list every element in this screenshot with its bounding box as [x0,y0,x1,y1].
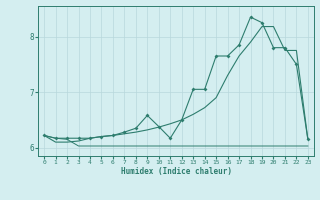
X-axis label: Humidex (Indice chaleur): Humidex (Indice chaleur) [121,167,231,176]
